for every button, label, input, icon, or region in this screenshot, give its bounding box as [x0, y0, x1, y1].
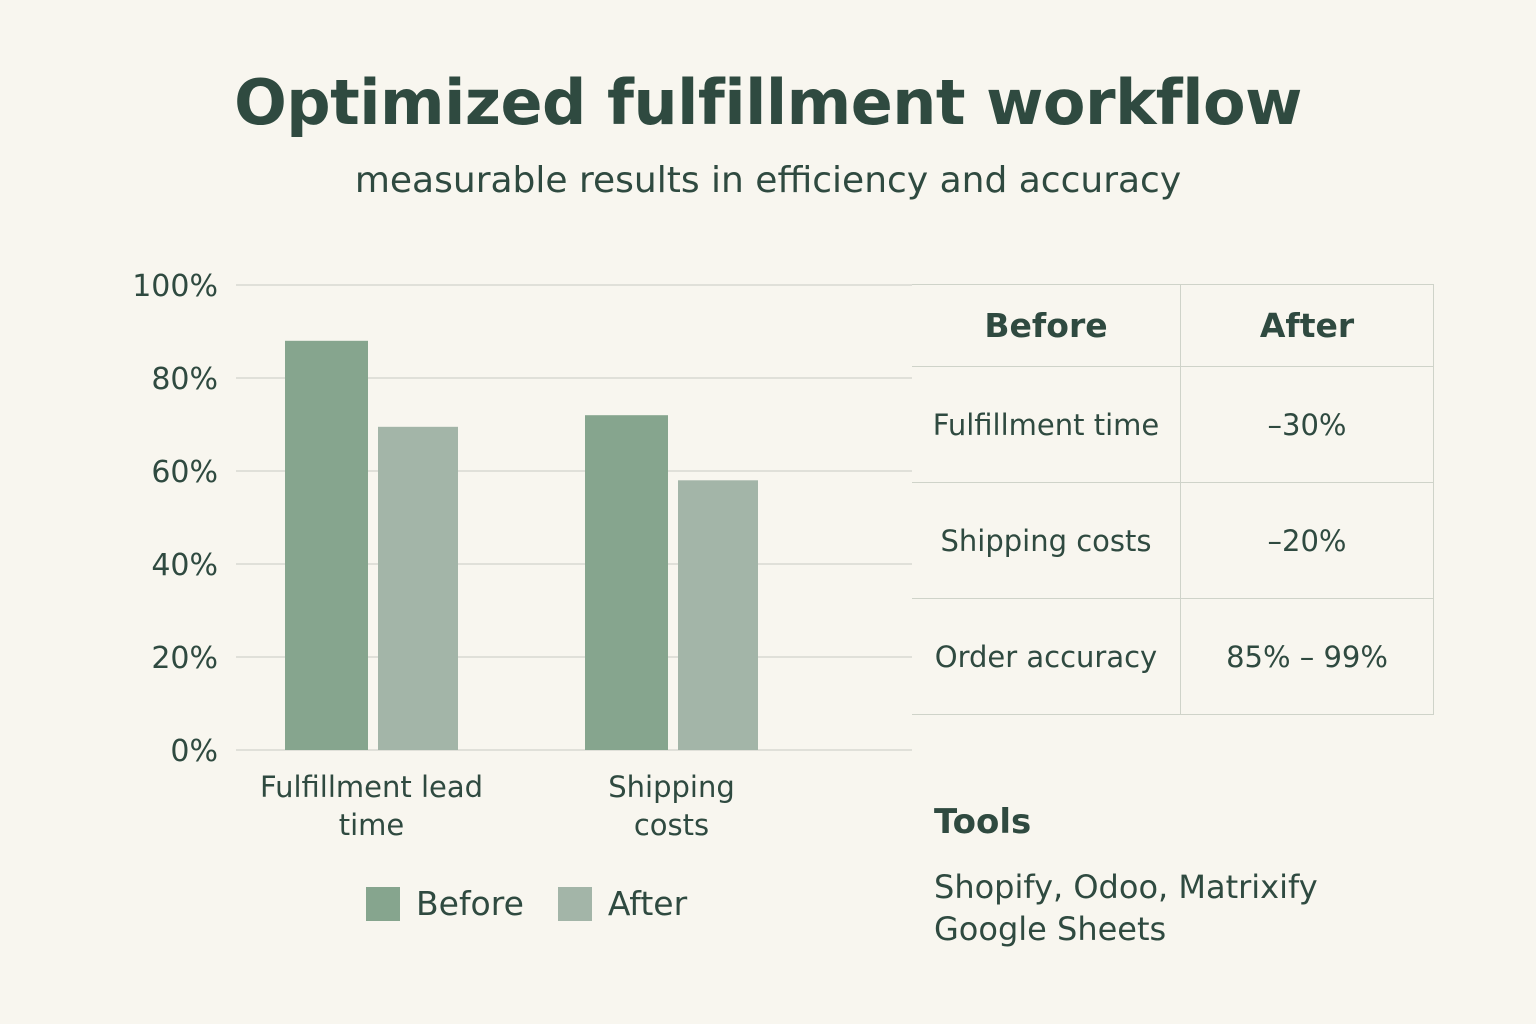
y-tick-label: 40%	[151, 548, 218, 583]
legend-swatch-after	[557, 886, 592, 921]
legend-item-after: After	[557, 884, 688, 923]
legend-swatch-before	[366, 886, 400, 921]
legend-item-before: Before	[366, 884, 524, 923]
tools-line: Google Sheets	[934, 910, 1167, 948]
table-cell-metric: Fulfillment time	[912, 366, 1181, 483]
table-header-before: Before	[912, 284, 1181, 367]
y-tick-label: 0%	[170, 734, 218, 769]
table-row: Shipping costs –20%	[912, 482, 1434, 599]
table-cell-metric: Order accuracy	[912, 598, 1181, 715]
page-title: Optimized fulfillment workflow	[234, 66, 1302, 139]
table-header-row: Before After	[912, 284, 1434, 367]
tools-heading: Tools	[934, 802, 1032, 842]
bar-after	[678, 480, 758, 750]
table-cell-metric: Shipping costs	[912, 482, 1181, 599]
comparison-table: Before After Fulfillment time –30% Shipp…	[912, 284, 1434, 715]
table-header-after: After	[1180, 284, 1434, 367]
bar-before	[285, 340, 368, 750]
y-tick-label: 100%	[132, 269, 218, 304]
chart-legend: Before After	[366, 884, 721, 923]
table-cell-change: –20%	[1180, 482, 1434, 599]
y-tick-label: 20%	[151, 641, 218, 676]
y-tick-label: 80%	[151, 362, 218, 397]
x-tick-label: Shipping	[608, 770, 735, 804]
legend-label-after: After	[607, 884, 688, 923]
bar-chart: 0% 20% 40% 60% 80% 100% Fulfillment lead time Sh…	[132, 269, 912, 842]
bar-after	[378, 426, 458, 750]
table-row: Order accuracy 85% – 99%	[912, 598, 1434, 715]
y-tick-label: 60%	[151, 455, 218, 490]
table-cell-change: –30%	[1180, 366, 1434, 483]
x-tick-label: time	[339, 808, 405, 842]
tools-list: Shopify, Odoo, Matrixify Google Sheets	[934, 866, 1494, 950]
bar-before	[585, 415, 668, 750]
table-row: Fulfillment time –30%	[912, 366, 1434, 483]
page-subtitle: measurable results in efficiency and acc…	[354, 160, 1182, 201]
legend-label-before: Before	[416, 884, 524, 923]
x-tick-label: costs	[634, 808, 709, 842]
tools-line: Shopify, Odoo, Matrixify	[934, 868, 1318, 906]
table-cell-change: 85% – 99%	[1180, 598, 1434, 715]
x-tick-label: Fulfillment lead	[260, 770, 483, 804]
